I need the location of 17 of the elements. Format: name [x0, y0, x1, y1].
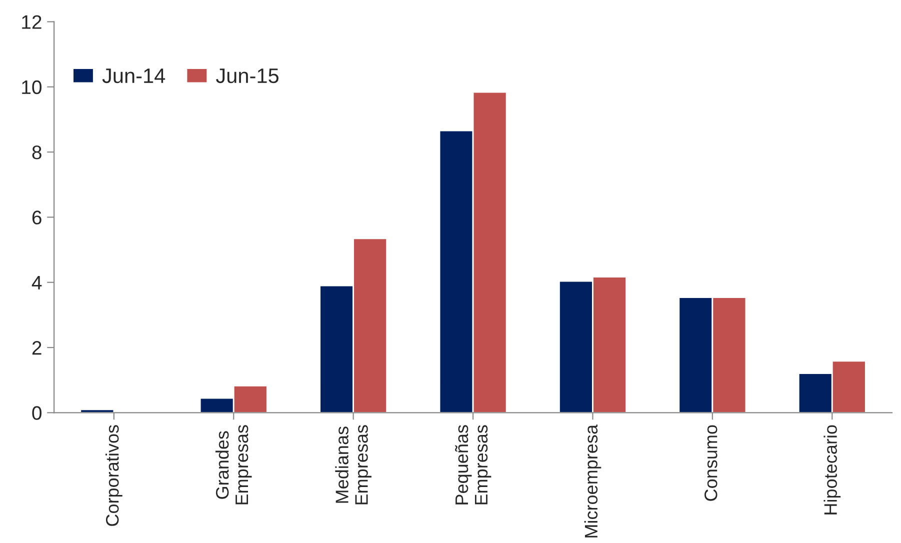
legend-label: Jun-14	[102, 68, 166, 84]
x-tick-label: Grandes Empresas	[215, 425, 252, 504]
y-tick-label: 10	[22, 80, 42, 94]
x-tick-label: Consumo	[704, 425, 718, 501]
legend-label: Jun-15	[216, 68, 278, 84]
y-tick-label: 2	[32, 340, 42, 355]
y-tick-label: 8	[32, 146, 42, 160]
x-tick-label: Corporativos	[105, 425, 122, 526]
y-tick-label: 6	[32, 210, 42, 224]
y-tick-label: 12	[22, 15, 42, 29]
x-tick-label: Pequeñas Empresas	[455, 425, 492, 504]
y-tick-label: 0	[32, 406, 42, 420]
bar	[80, 408, 115, 413]
x-tick-label: Hipotecario	[824, 425, 841, 514]
x-tick-label: Medianas Empresas	[335, 425, 372, 504]
y-tick-label: 4	[32, 276, 42, 290]
x-tick-label: Microempresa	[584, 424, 602, 538]
